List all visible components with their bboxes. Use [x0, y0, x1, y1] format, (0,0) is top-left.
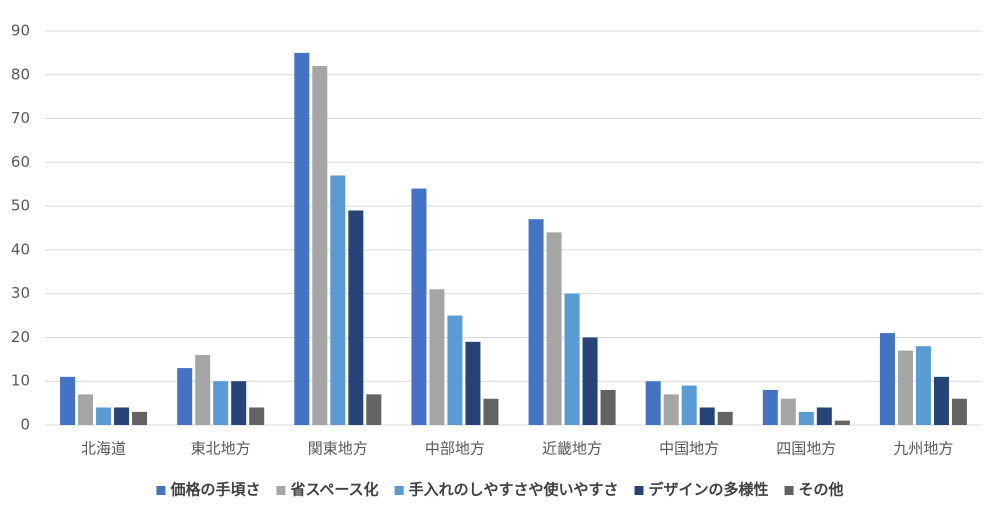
- y-tick-label: 0: [20, 416, 30, 434]
- legend-text: 省スペース化: [289, 481, 378, 499]
- x-tick-label: 近畿地方: [542, 440, 602, 458]
- bar: [780, 398, 796, 425]
- legend-swatch: [276, 486, 286, 495]
- y-tick-label: 10: [11, 372, 30, 390]
- bar: [645, 381, 661, 425]
- bar: [465, 341, 481, 425]
- y-tick-label: 80: [11, 65, 30, 83]
- bar: [897, 350, 913, 425]
- bar: [213, 381, 229, 425]
- bar: [447, 315, 463, 425]
- legend-text: デザインの多様性: [649, 481, 769, 499]
- legend-text: その他: [799, 481, 844, 499]
- y-tick-label: 70: [11, 109, 30, 127]
- bar: [582, 337, 598, 425]
- legend-text: 手入れのしやすさや使いやすさ: [409, 481, 619, 499]
- legend-swatch: [634, 486, 644, 495]
- bar: [114, 407, 130, 425]
- bar: [132, 411, 148, 425]
- bar: [600, 389, 616, 425]
- bar: [249, 407, 265, 425]
- bar: [798, 411, 814, 425]
- bar: [951, 398, 967, 425]
- y-tick-label: 20: [11, 328, 30, 346]
- bar: [699, 407, 715, 425]
- x-tick-label: 四国地方: [776, 440, 836, 458]
- bar: [681, 385, 697, 425]
- bar: [231, 381, 247, 425]
- bar: [60, 376, 76, 425]
- bar: [546, 232, 562, 425]
- x-tick-label: 北海道: [81, 440, 126, 458]
- legend-text: 価格の手頃さ: [169, 481, 260, 499]
- bar: [834, 420, 850, 425]
- bar: [879, 333, 895, 425]
- bar: [177, 368, 193, 425]
- bar: [429, 289, 445, 425]
- y-tick-label: 90: [11, 22, 30, 40]
- x-tick-label: 中部地方: [425, 440, 485, 458]
- bar: [663, 394, 679, 425]
- x-tick-label: 中国地方: [659, 440, 719, 458]
- bar: [933, 376, 949, 425]
- legend-swatch: [784, 486, 794, 495]
- x-tick-label: 九州地方: [893, 440, 953, 458]
- y-tick-label: 60: [11, 153, 30, 171]
- bar: [312, 66, 328, 426]
- bar: [564, 293, 580, 425]
- bar: [762, 389, 778, 425]
- bar: [483, 398, 499, 425]
- bar: [717, 411, 733, 425]
- legend-swatch: [394, 486, 404, 495]
- x-tick-label: 関東地方: [308, 440, 368, 458]
- y-tick-label: 50: [11, 197, 30, 215]
- bar: [411, 188, 427, 425]
- bar: [528, 219, 544, 425]
- bar: [96, 407, 112, 425]
- bar: [366, 394, 382, 425]
- y-tick-label: 40: [11, 240, 30, 258]
- x-tick-label: 東北地方: [191, 440, 251, 458]
- bar: [915, 346, 931, 425]
- bar: [330, 175, 346, 425]
- y-tick-label: 30: [11, 284, 30, 302]
- bar: [78, 394, 94, 425]
- bar: [816, 407, 832, 425]
- bar: [195, 354, 211, 425]
- bar: [294, 52, 310, 426]
- bar: [348, 210, 364, 425]
- legend-swatch: [156, 486, 166, 495]
